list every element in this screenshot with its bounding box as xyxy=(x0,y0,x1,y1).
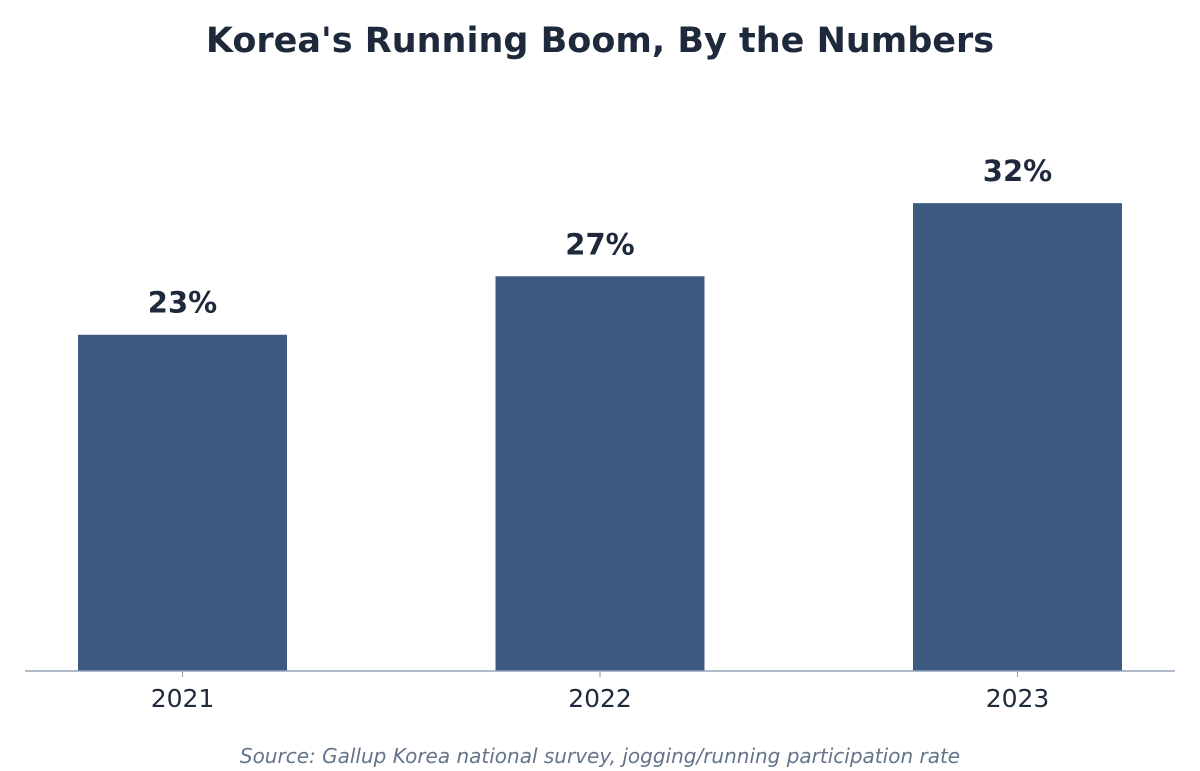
x-axis-ticks: 2021 2022 2023 xyxy=(151,671,1050,713)
bars-group: 23% 27% 32% xyxy=(78,154,1122,671)
source-note: Source: Gallup Korea national survey, jo… xyxy=(240,744,960,768)
chart-title: Korea's Running Boom, By the Numbers xyxy=(206,21,994,61)
x-tick-label-2022: 2022 xyxy=(568,684,632,713)
x-tick-label-2021: 2021 xyxy=(151,684,215,713)
value-label-2023: 32% xyxy=(983,154,1052,188)
bar-2023 xyxy=(913,203,1122,671)
value-label-2022: 27% xyxy=(565,227,634,261)
x-tick-label-2023: 2023 xyxy=(986,684,1050,713)
bar-2021 xyxy=(78,334,287,671)
value-label-2021: 23% xyxy=(148,286,217,320)
bar-2022 xyxy=(495,276,705,671)
